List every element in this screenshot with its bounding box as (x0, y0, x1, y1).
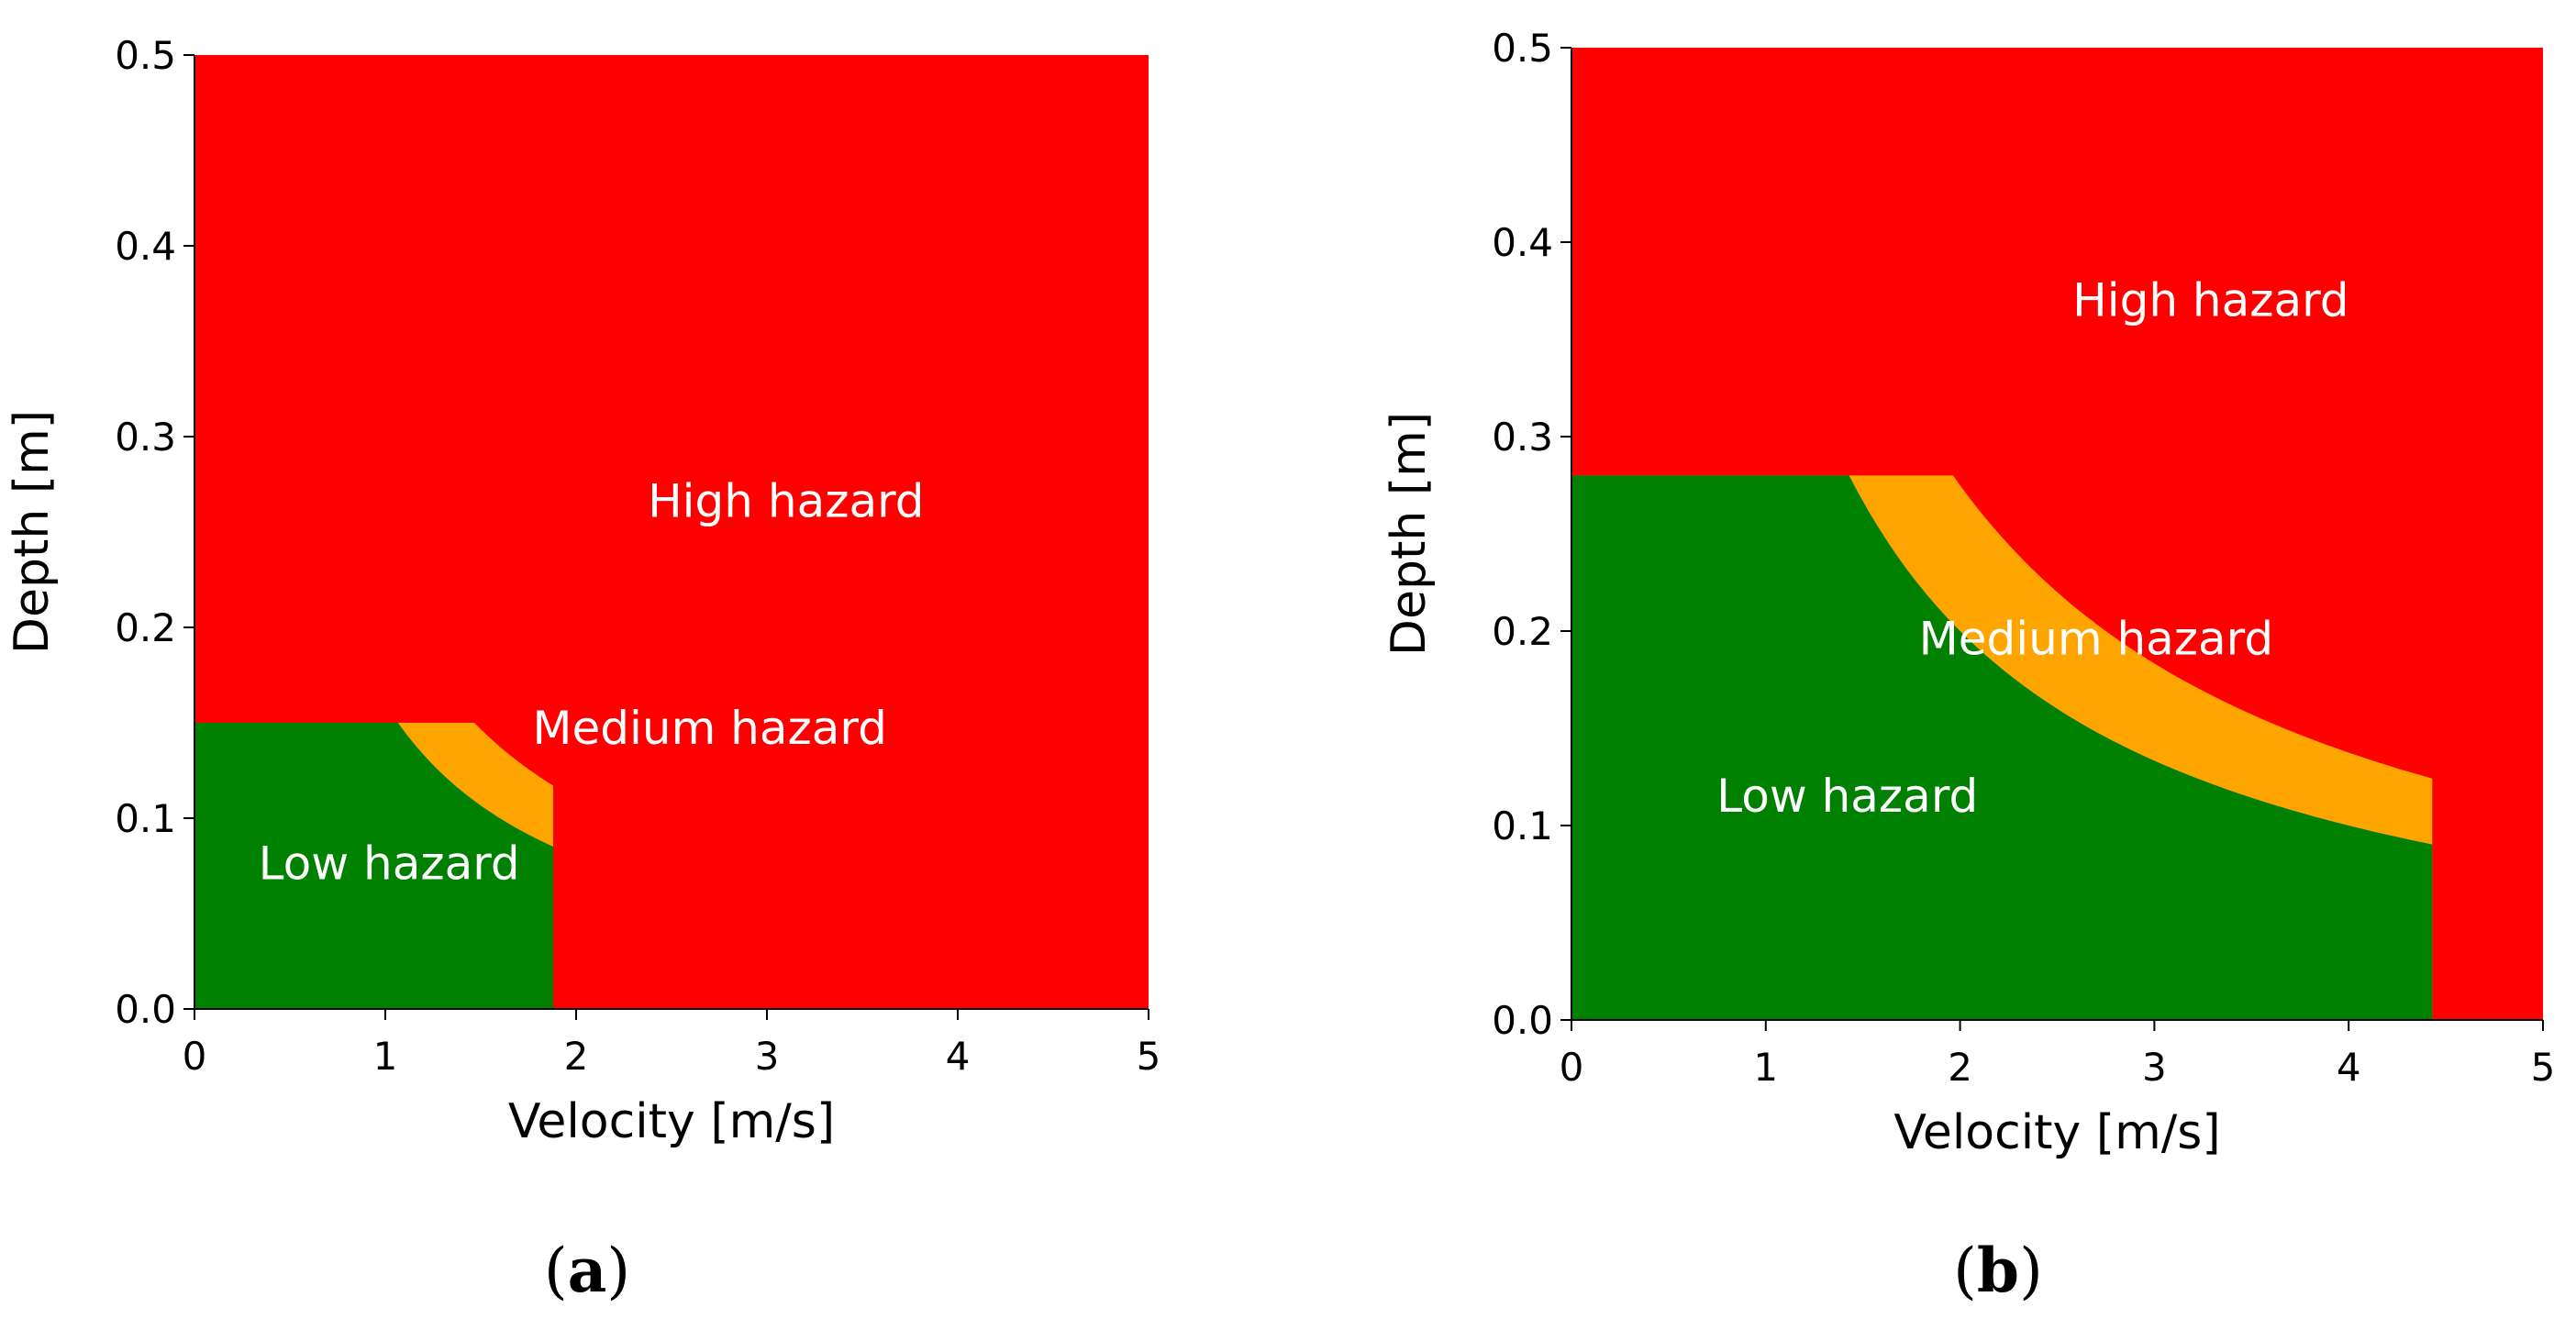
x-tick-label: 3 (2142, 1045, 2167, 1090)
y-axis-title: Depth [m] (1382, 412, 1437, 656)
x-tick-label: 1 (373, 1034, 398, 1079)
y-tick-label: 0.1 (1492, 804, 1553, 848)
high-hazard-label: High hazard (648, 474, 924, 527)
x-tick-label: 0 (183, 1034, 207, 1079)
medium-hazard-label: Medium hazard (532, 702, 886, 755)
panel-b: 0 1 2 3 4 5 0.0 0.1 0.2 0.3 0.4 0.5 Velocity [m/s] De… (1382, 26, 2555, 1306)
x-tick-label: 2 (564, 1034, 589, 1079)
x-tick-label: 0 (1560, 1045, 1584, 1090)
x-axis-title: Velocity [m/s] (508, 1094, 835, 1149)
y-tick-label: 0.5 (1492, 26, 1553, 71)
caption-letter: b (1977, 1235, 2019, 1306)
y-tick-label: 0.2 (115, 605, 176, 650)
low-hazard-region (194, 723, 553, 1009)
y-tick-label: 0.4 (115, 224, 176, 269)
x-tick-label: 4 (946, 1034, 971, 1079)
y-tick-label: 0.4 (1492, 220, 1553, 265)
x-tick-label: 3 (755, 1034, 780, 1079)
low-hazard-region (1571, 475, 2433, 1020)
caption-open-paren: ( (544, 1236, 568, 1306)
panel-a: 0 1 2 3 4 5 0.0 0.1 0.2 0.3 0.4 0.5 Velocity [m/s] De… (5, 33, 1160, 1306)
x-tick-label: 2 (1948, 1045, 1972, 1090)
y-tick-label: 0.1 (115, 796, 176, 841)
high-hazard-label: High hazard (2072, 274, 2348, 327)
x-tick-label: 5 (1137, 1034, 1161, 1079)
panel-caption: (a) (544, 1235, 630, 1306)
y-axis-title: Depth [m] (5, 410, 60, 654)
caption-open-paren: ( (1953, 1236, 1977, 1306)
x-axis-title: Velocity [m/s] (1893, 1105, 2220, 1160)
caption-letter: a (568, 1235, 607, 1306)
y-tick-label: 0.2 (1492, 609, 1553, 654)
y-tick-label: 0.3 (1492, 415, 1553, 460)
low-hazard-label: Low hazard (259, 837, 520, 891)
medium-hazard-label: Medium hazard (1919, 612, 2273, 665)
y-tick-label: 0.0 (115, 987, 176, 1032)
panel-caption: (b) (1953, 1235, 2043, 1306)
caption-close-paren: ) (2019, 1236, 2043, 1306)
y-tick-label: 0.3 (115, 415, 176, 460)
low-hazard-label: Low hazard (1716, 770, 1978, 823)
x-tick-label: 4 (2337, 1045, 2361, 1090)
caption-close-paren: ) (606, 1236, 630, 1306)
x-tick-label: 1 (1753, 1045, 1778, 1090)
y-tick-label: 0.5 (115, 33, 176, 78)
y-tick-label: 0.0 (1492, 998, 1553, 1043)
x-tick-label: 5 (2531, 1045, 2556, 1090)
